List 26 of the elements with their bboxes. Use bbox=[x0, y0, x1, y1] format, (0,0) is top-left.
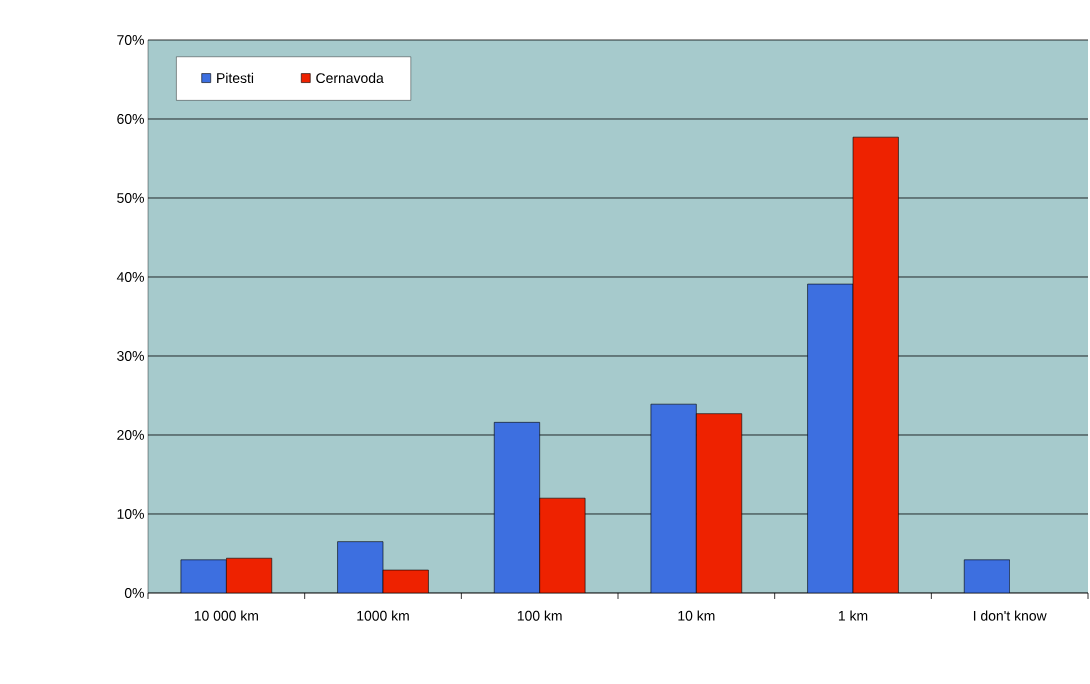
y-tick-label: 30% bbox=[117, 351, 144, 361]
y-tick-label: 60% bbox=[117, 114, 144, 124]
x-tick-label: 1 km bbox=[838, 610, 868, 621]
y-tick-label: 70% bbox=[117, 35, 144, 45]
y-tick-label: 10% bbox=[117, 509, 144, 519]
x-tick-label: 10 km bbox=[678, 610, 715, 621]
bar bbox=[852, 136, 899, 593]
x-tick-label: 10 000 km bbox=[194, 610, 258, 621]
bar bbox=[807, 284, 854, 593]
x-tick-label: 100 km bbox=[517, 610, 562, 621]
bar bbox=[696, 413, 742, 593]
bar bbox=[337, 541, 384, 593]
legend-label: Cernavoda bbox=[316, 72, 384, 84]
legend-label: Pitesti bbox=[217, 72, 254, 84]
x-tick-label: 1000 km bbox=[357, 610, 409, 621]
bar bbox=[650, 404, 697, 593]
bar bbox=[226, 558, 272, 593]
bar bbox=[494, 422, 540, 593]
x-tick-label: I don't know bbox=[973, 610, 1047, 621]
bar bbox=[963, 559, 1010, 593]
bar bbox=[180, 559, 227, 593]
y-tick-label: 40% bbox=[116, 272, 144, 282]
y-tick-label: 50% bbox=[117, 193, 144, 203]
bar bbox=[539, 498, 586, 593]
y-tick-label: 0% bbox=[124, 588, 144, 598]
y-tick-label: 20% bbox=[117, 430, 144, 440]
